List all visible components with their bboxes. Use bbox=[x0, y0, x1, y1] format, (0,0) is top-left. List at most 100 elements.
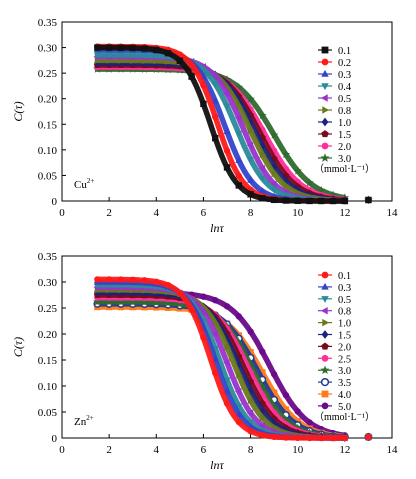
data-point bbox=[294, 197, 301, 205]
data-point bbox=[317, 185, 326, 195]
y-axis-label: C(τ) bbox=[11, 337, 25, 357]
y-tick-label: 0.05 bbox=[38, 407, 58, 419]
x-axis-label: lnτ bbox=[210, 221, 224, 235]
data-point bbox=[116, 297, 126, 306]
y-tick-label: 0.15 bbox=[38, 119, 58, 131]
legend-marker bbox=[322, 318, 330, 327]
legend-marker bbox=[321, 342, 329, 350]
data-point bbox=[305, 178, 314, 187]
data-point bbox=[223, 377, 231, 384]
data-point bbox=[247, 348, 254, 356]
legend-item: 0.3 bbox=[318, 69, 351, 81]
data-point bbox=[104, 297, 114, 306]
data-point bbox=[247, 176, 255, 183]
data-point bbox=[270, 186, 278, 194]
legend-item: 3.0 bbox=[318, 153, 351, 165]
legend-unit: （mmol·L⁻¹） bbox=[314, 411, 375, 423]
data-point bbox=[259, 195, 266, 202]
y-tick-label: 0.30 bbox=[38, 277, 58, 289]
x-tick-label: 14 bbox=[387, 444, 399, 456]
data-point bbox=[163, 298, 173, 307]
data-point bbox=[282, 391, 290, 399]
data-point bbox=[235, 182, 242, 189]
data-point bbox=[318, 197, 325, 205]
data-point bbox=[282, 197, 290, 204]
legend-item: 0.5 bbox=[318, 94, 351, 105]
legend-marker bbox=[320, 365, 330, 375]
data-point bbox=[259, 406, 266, 415]
data-point bbox=[188, 61, 195, 69]
data-point bbox=[236, 371, 243, 379]
data-point bbox=[247, 427, 254, 435]
ion-charge: 2+ bbox=[86, 414, 94, 422]
data-point bbox=[224, 343, 231, 351]
legend-label: 0.2 bbox=[338, 58, 351, 69]
data-point bbox=[248, 127, 255, 135]
plot-frame bbox=[61, 21, 393, 202]
legend-label: 1.5 bbox=[338, 130, 351, 141]
x-tick-label: 4 bbox=[154, 444, 160, 456]
data-point bbox=[175, 299, 185, 308]
legend-label: 3.5 bbox=[338, 378, 351, 389]
data-point bbox=[93, 52, 101, 59]
legend-label: 0.3 bbox=[338, 283, 351, 294]
data-point bbox=[200, 293, 207, 300]
data-point bbox=[341, 197, 349, 205]
data-point bbox=[234, 82, 244, 91]
data-point bbox=[306, 197, 313, 205]
x-tick-label: 8 bbox=[248, 207, 254, 219]
legend: 0.10.30.50.81.01.52.02.53.03.54.05.0（mmo… bbox=[314, 271, 375, 423]
data-point bbox=[105, 52, 113, 59]
data-point bbox=[94, 44, 101, 51]
x-tick-label: 0 bbox=[59, 444, 65, 456]
y-tick-label: 0.30 bbox=[38, 43, 58, 55]
data-point bbox=[341, 434, 349, 442]
legend-label: 0.5 bbox=[338, 295, 351, 306]
data-point bbox=[152, 52, 160, 60]
legend-marker bbox=[321, 69, 329, 77]
data-point bbox=[248, 396, 255, 404]
data-point bbox=[294, 408, 301, 415]
y-tick-label: 0.35 bbox=[38, 17, 58, 29]
data-point bbox=[247, 156, 255, 164]
data-point bbox=[223, 127, 231, 135]
data-point bbox=[365, 433, 372, 441]
data-point bbox=[117, 52, 125, 59]
data-point bbox=[246, 409, 254, 417]
data-point bbox=[246, 94, 255, 103]
data-point bbox=[294, 434, 301, 442]
data-point bbox=[164, 49, 172, 57]
data-point bbox=[259, 151, 267, 159]
data-point bbox=[258, 383, 267, 392]
y-axis-label: C(τ) bbox=[11, 101, 25, 121]
legend-item: 1.0 bbox=[318, 319, 351, 330]
legend-label: 0.8 bbox=[338, 307, 351, 318]
data-point bbox=[283, 182, 290, 190]
x-tick-label: 4 bbox=[154, 207, 160, 219]
legend-label: 2.0 bbox=[338, 342, 351, 353]
legend-marker bbox=[322, 106, 330, 114]
data-point bbox=[199, 67, 207, 74]
zn-chart-panel: 0 0.05 0.10 0.15 0.20 0.25 0.30 0.35 0 2 4 6 8 10 12 14… bbox=[11, 251, 398, 472]
legend-item: 5.0 bbox=[318, 402, 351, 413]
data-point bbox=[223, 335, 231, 344]
series-0.1 bbox=[94, 44, 372, 205]
legend-marker bbox=[321, 354, 329, 362]
data-point bbox=[246, 141, 254, 149]
legend-marker bbox=[321, 117, 329, 127]
data-point bbox=[129, 52, 137, 59]
legend-item: 0.1 bbox=[318, 46, 351, 57]
data-point bbox=[271, 170, 278, 178]
legend-marker bbox=[320, 153, 330, 162]
data-point bbox=[212, 296, 219, 304]
data-point bbox=[129, 276, 136, 283]
data-point bbox=[282, 434, 290, 441]
legend-marker bbox=[321, 271, 329, 279]
data-point bbox=[259, 348, 266, 355]
data-point bbox=[176, 57, 184, 64]
data-point bbox=[105, 44, 113, 51]
y-tick-label: 0.10 bbox=[38, 145, 58, 157]
legend-item: 2.0 bbox=[318, 342, 351, 353]
data-point bbox=[365, 196, 372, 204]
data-point bbox=[212, 319, 220, 327]
